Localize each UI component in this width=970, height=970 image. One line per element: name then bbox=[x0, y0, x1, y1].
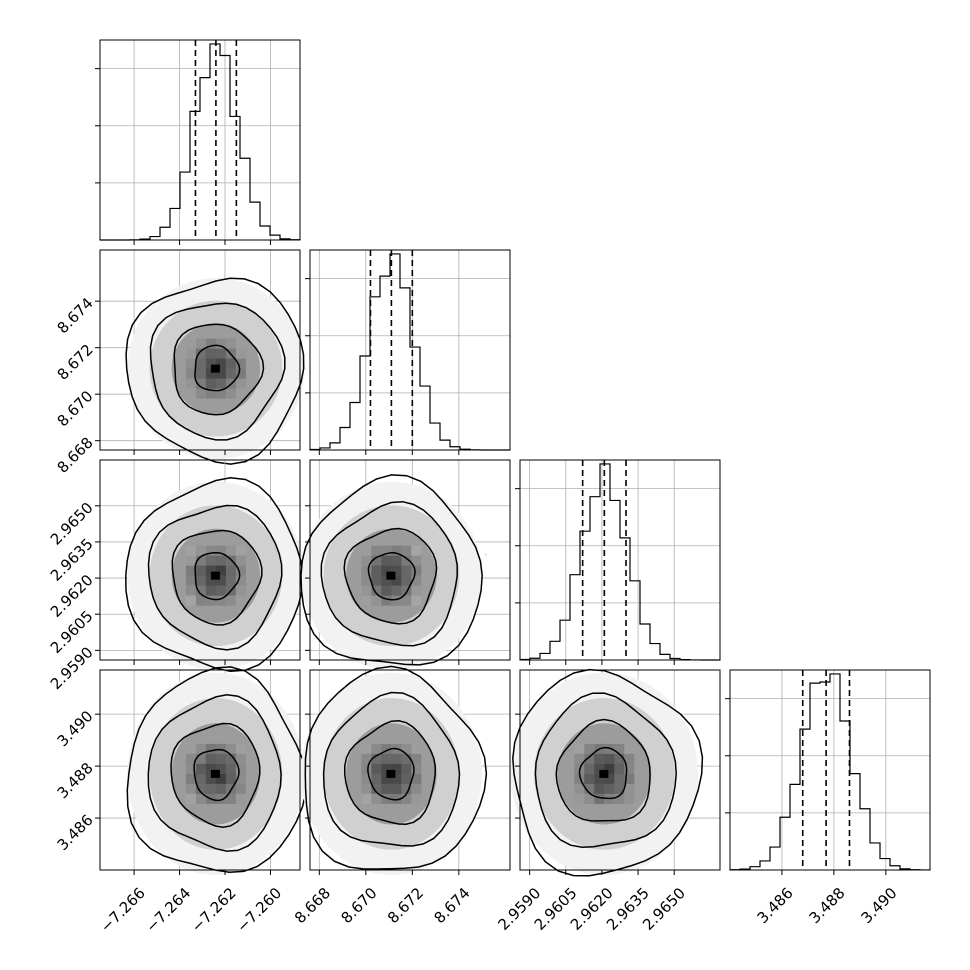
density-block bbox=[361, 565, 372, 576]
scatter-panel-2-0 bbox=[95, 459, 305, 672]
density-block bbox=[215, 555, 226, 566]
density-block bbox=[185, 555, 196, 566]
density-block bbox=[235, 575, 246, 586]
density-block bbox=[225, 565, 236, 576]
density-block bbox=[381, 585, 392, 596]
corner-plot-root: 8.6688.6708.6728.6742.95902.96052.96202.… bbox=[47, 39, 931, 936]
density-block bbox=[225, 595, 236, 606]
density-peak bbox=[386, 571, 396, 580]
density-block bbox=[205, 378, 216, 389]
density-block bbox=[195, 388, 206, 399]
density-peak bbox=[210, 571, 220, 580]
density-block bbox=[185, 595, 196, 606]
density-block bbox=[185, 545, 196, 556]
density-block bbox=[411, 545, 422, 556]
density-block bbox=[235, 348, 246, 359]
density-block bbox=[185, 358, 196, 369]
density-block bbox=[235, 595, 246, 606]
density-block bbox=[411, 565, 422, 576]
density-block bbox=[185, 348, 196, 359]
density-block bbox=[225, 545, 236, 556]
density-block bbox=[225, 358, 236, 369]
density-block bbox=[195, 368, 206, 379]
density-block bbox=[361, 545, 372, 556]
panel-frame bbox=[519, 459, 721, 661]
histogram-step bbox=[100, 43, 301, 241]
density-block bbox=[195, 358, 206, 369]
density-block bbox=[205, 348, 216, 359]
y-tick-label: 8.668 bbox=[54, 434, 97, 477]
histogram-panel-0 bbox=[95, 39, 301, 245]
y-tick-label: 8.674 bbox=[54, 294, 97, 337]
scatter-panel-1-0 bbox=[95, 249, 305, 465]
histogram-step bbox=[309, 253, 510, 451]
histogram-panel-2 bbox=[515, 459, 721, 665]
histogram-step bbox=[519, 463, 721, 661]
density-block bbox=[401, 565, 412, 576]
scatter-panel-3-0 bbox=[95, 666, 307, 876]
density-block bbox=[215, 378, 226, 389]
histogram-panel-1 bbox=[305, 249, 511, 455]
scatter-panel-2-1 bbox=[300, 459, 511, 670]
density-block bbox=[381, 555, 392, 566]
density-peak bbox=[210, 364, 220, 373]
density-block bbox=[235, 585, 246, 596]
density-block bbox=[195, 575, 206, 586]
density-block bbox=[215, 585, 226, 596]
scatter-point bbox=[485, 553, 487, 556]
density-block bbox=[205, 555, 216, 566]
density-block bbox=[195, 338, 206, 349]
y-tick-label: 8.672 bbox=[54, 341, 97, 384]
density-block bbox=[391, 595, 402, 606]
density-block bbox=[371, 545, 382, 556]
y-tick-label: 8.670 bbox=[54, 387, 97, 430]
panel-frame bbox=[99, 39, 301, 241]
density-block bbox=[195, 348, 206, 359]
density-block bbox=[391, 555, 402, 566]
density-block bbox=[185, 378, 196, 389]
density-block bbox=[225, 368, 236, 379]
density-block bbox=[225, 388, 236, 399]
density-block bbox=[225, 575, 236, 586]
density-block bbox=[235, 555, 246, 566]
density-block bbox=[215, 348, 226, 359]
density-block bbox=[225, 338, 236, 349]
density-block bbox=[361, 595, 372, 606]
density-block bbox=[205, 585, 216, 596]
density-block bbox=[361, 585, 372, 596]
density-block bbox=[371, 565, 382, 576]
density-block bbox=[195, 378, 206, 389]
density-block bbox=[235, 545, 246, 556]
panel-frame bbox=[309, 249, 511, 451]
density-block bbox=[411, 585, 422, 596]
density-block bbox=[371, 575, 382, 586]
density-block bbox=[185, 368, 196, 379]
density-block bbox=[235, 378, 246, 389]
density-block bbox=[411, 595, 422, 606]
density-block bbox=[185, 585, 196, 596]
density-block bbox=[195, 565, 206, 576]
density-block bbox=[185, 575, 196, 586]
density-block bbox=[391, 585, 402, 596]
density-block bbox=[401, 545, 412, 556]
